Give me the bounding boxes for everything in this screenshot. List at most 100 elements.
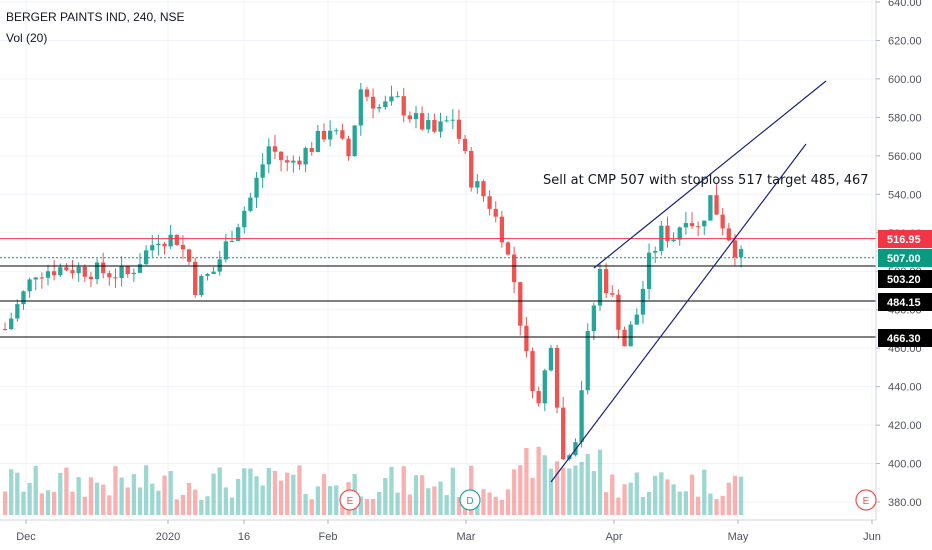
candle-body (610, 293, 615, 295)
volume-bar (266, 467, 271, 515)
volume-bar (156, 490, 161, 515)
level-price-tag (878, 249, 932, 267)
volume-bar (58, 472, 63, 515)
candle-body (321, 130, 327, 140)
volume-bar (334, 485, 339, 515)
candlestick-series (2, 82, 744, 461)
volume-bar (223, 487, 229, 515)
volume-bar (726, 482, 731, 515)
time-axis[interactable]: Dec 2020 16 Feb Mar Apr May Jun (16, 520, 881, 543)
volume-bar (653, 475, 658, 515)
candle-body (2, 328, 8, 330)
volume-bar (45, 490, 51, 515)
volume-bar (616, 497, 621, 515)
candle-body (450, 119, 455, 121)
volume-bar (272, 470, 278, 515)
event-marker-icon (855, 489, 877, 511)
level-price-tag (878, 293, 932, 311)
volume-bar (9, 469, 14, 515)
level-price-text: 503.20 (887, 274, 921, 286)
volume-bar (113, 466, 118, 515)
volume-bar (499, 499, 505, 515)
candle-body (419, 113, 425, 130)
volume-bar (143, 465, 149, 515)
trend-channel (550, 80, 827, 483)
volume-bar (180, 494, 186, 515)
volume-bar (426, 488, 431, 515)
price-tick-label: 640.00 (888, 0, 922, 9)
volume-bar (327, 486, 333, 515)
event-marker-label: E (347, 496, 354, 507)
volume-bar (186, 482, 192, 515)
event-marker-label: D (466, 496, 473, 507)
candle-body (383, 101, 388, 108)
volume-bar (511, 469, 517, 515)
price-tick-label: 540.00 (888, 189, 922, 201)
candle-body (272, 146, 278, 152)
candle-body (186, 249, 192, 262)
volume-bar (107, 495, 112, 515)
volume-bar (39, 493, 45, 515)
candle-body (156, 243, 161, 246)
price-tick-label: 440.00 (888, 382, 922, 394)
candle-body (671, 239, 676, 242)
candle-body (180, 244, 186, 250)
volume-bar (671, 484, 676, 515)
volume-bar (401, 466, 406, 515)
level-price-tag (878, 230, 932, 248)
candle-body (217, 259, 222, 272)
level-price-tag (878, 329, 932, 347)
candle-body (720, 214, 725, 229)
candle-body (346, 138, 351, 157)
volume-bar (597, 449, 603, 515)
volume-bar (628, 482, 633, 515)
candle-body (291, 160, 296, 163)
candle-body (174, 234, 179, 245)
volume-bar (370, 498, 376, 515)
trade-annotation[interactable]: Sell at CMP 507 with stoploss 517 target… (543, 173, 869, 188)
time-tick-label: Jun (863, 531, 881, 543)
candle-body (505, 242, 511, 255)
volume-bar (358, 496, 363, 515)
volume-bar (689, 474, 695, 515)
candle-body (413, 113, 419, 120)
level-price-tag (878, 270, 932, 288)
channel-lower-line[interactable] (550, 143, 807, 483)
volume-bar (309, 499, 314, 515)
candle-body (101, 262, 106, 274)
volume-bar (481, 489, 486, 515)
volume-bar (573, 465, 578, 515)
volume-bar (542, 455, 547, 515)
candle-body (389, 96, 394, 102)
volume-bar (291, 474, 296, 515)
price-tick-label: 580.00 (888, 112, 922, 124)
volume-bar (137, 487, 143, 515)
volume-bar (548, 468, 554, 515)
candle-body (88, 276, 94, 280)
volume-bar (242, 468, 247, 515)
candle-body (315, 130, 321, 152)
volume-bar (248, 468, 253, 515)
candle-body (585, 331, 590, 391)
volume-bar (720, 495, 725, 515)
candle-body (579, 390, 584, 443)
time-tick-label: Mar (457, 531, 476, 543)
candle-body (15, 304, 20, 319)
candle-body (358, 89, 363, 126)
volume-bar (76, 477, 81, 515)
candle-body (456, 119, 462, 139)
channel-upper-line[interactable] (593, 80, 827, 269)
time-tick-label: 2020 (156, 531, 180, 543)
candle-body (616, 294, 621, 330)
candle-body (45, 271, 51, 278)
candle-body (683, 223, 689, 228)
volume-bar (732, 475, 738, 515)
candle-body (278, 151, 284, 161)
volume-bar (524, 448, 529, 515)
candle-body (530, 351, 535, 392)
volume-bar (634, 472, 639, 515)
candle-body (76, 266, 81, 274)
candle-body (407, 115, 413, 120)
